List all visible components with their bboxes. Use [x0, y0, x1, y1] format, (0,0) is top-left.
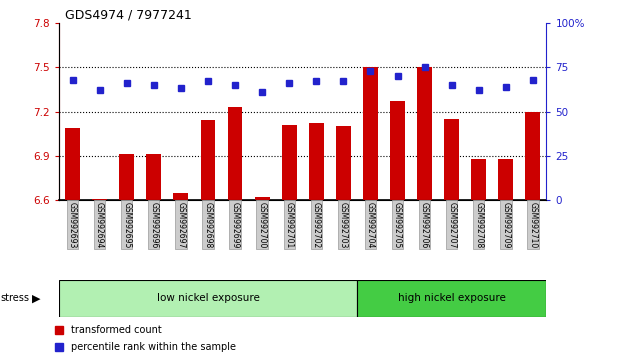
Text: GSM992707: GSM992707	[447, 202, 456, 248]
Text: GSM992696: GSM992696	[149, 202, 158, 248]
Text: GSM992705: GSM992705	[393, 202, 402, 248]
Text: GSM992706: GSM992706	[420, 202, 429, 248]
Text: stress: stress	[1, 293, 30, 303]
Bar	[390, 101, 405, 200]
Text: GSM992703: GSM992703	[339, 202, 348, 248]
Text: GSM992700: GSM992700	[258, 202, 266, 248]
Bar	[357, 280, 546, 317]
Text: GSM992699: GSM992699	[230, 202, 240, 248]
Text: ▶: ▶	[32, 293, 41, 303]
Text: transformed count: transformed count	[71, 325, 162, 335]
Bar	[525, 112, 540, 200]
Bar	[227, 107, 242, 200]
Text: low nickel exposure: low nickel exposure	[156, 293, 260, 303]
Text: percentile rank within the sample: percentile rank within the sample	[71, 342, 236, 352]
Bar	[119, 154, 134, 200]
Text: GSM992693: GSM992693	[68, 202, 77, 248]
Bar	[363, 67, 378, 200]
Text: GSM992710: GSM992710	[528, 202, 537, 248]
Text: GSM992708: GSM992708	[474, 202, 483, 248]
Text: GSM992701: GSM992701	[284, 202, 294, 248]
Text: high nickel exposure: high nickel exposure	[398, 293, 505, 303]
Bar	[201, 120, 215, 200]
Bar	[255, 197, 270, 200]
Text: GDS4974 / 7977241: GDS4974 / 7977241	[65, 9, 192, 22]
Bar	[499, 159, 514, 200]
Bar	[65, 128, 80, 200]
Bar	[309, 123, 324, 200]
Bar	[417, 67, 432, 200]
Bar	[147, 154, 161, 200]
Text: GSM992698: GSM992698	[204, 202, 212, 248]
Text: GSM992695: GSM992695	[122, 202, 131, 248]
Bar	[282, 125, 297, 200]
Bar	[59, 280, 357, 317]
Text: GSM992697: GSM992697	[176, 202, 185, 248]
Text: GSM992702: GSM992702	[312, 202, 321, 248]
Bar	[92, 199, 107, 200]
Text: GSM992709: GSM992709	[501, 202, 510, 248]
Bar	[173, 193, 188, 200]
Bar	[471, 159, 486, 200]
Bar	[336, 126, 351, 200]
Text: GSM992704: GSM992704	[366, 202, 375, 248]
Bar	[444, 119, 459, 200]
Text: GSM992694: GSM992694	[95, 202, 104, 248]
